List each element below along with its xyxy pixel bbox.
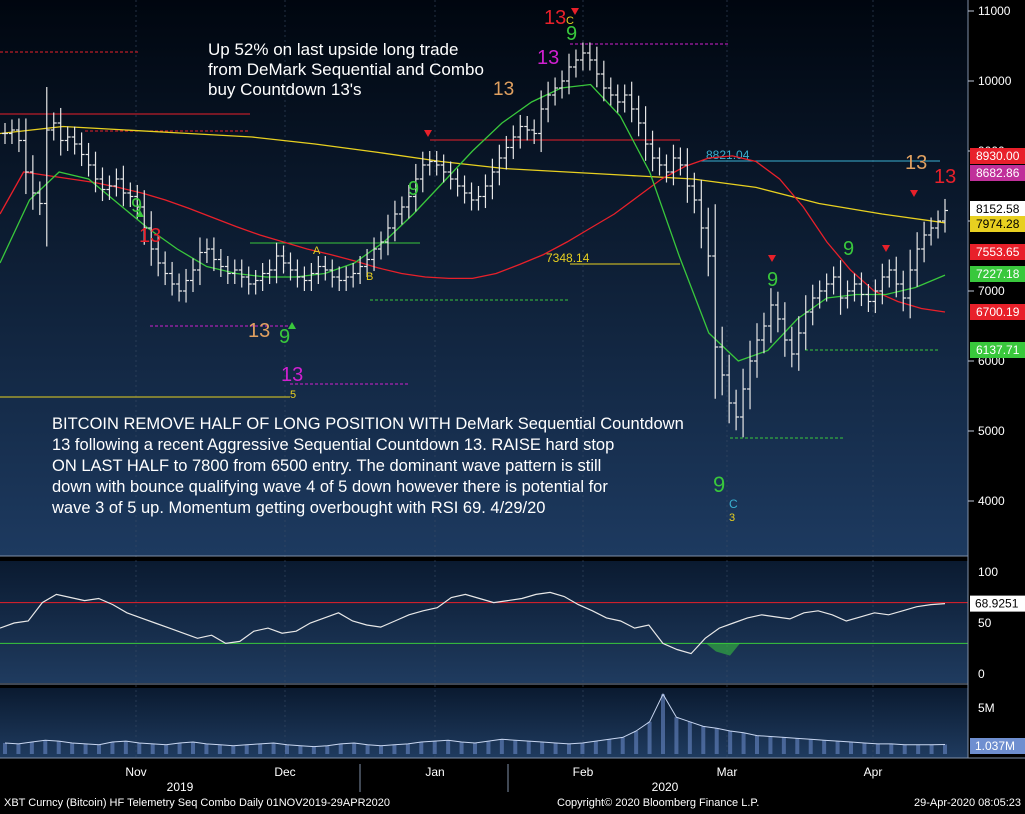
sequential-mark-0: 13 <box>544 7 566 29</box>
ma-yellow <box>0 125 946 224</box>
rsi-oversold-fill <box>706 643 740 656</box>
rsi-tick-label-2: 100 <box>978 565 998 579</box>
sequential-mark-6: 9 <box>279 326 290 348</box>
ma-red <box>0 155 946 313</box>
annotation-top: Up 52% on last upside long trade from De… <box>208 40 484 99</box>
price-tag-bg-5 <box>970 266 1025 282</box>
sequential-mark-17: 13 <box>934 166 956 188</box>
price-tag-bg-2 <box>970 201 1025 217</box>
sequential-mark-18: A <box>313 245 321 257</box>
footer-copyright: Copyright© 2020 Bloomberg Finance L.P. <box>557 797 760 809</box>
price-tag-7: 6137.71 <box>976 343 1020 357</box>
x-month-label-4: Mar <box>717 765 738 779</box>
sequential-mark-13: 3 <box>729 512 735 524</box>
sequential-mark-1: 9 <box>566 23 577 45</box>
ma-green <box>0 83 946 362</box>
y-tick-label-3: 7000 <box>978 284 1005 298</box>
rsi-tag-bg <box>970 595 1025 612</box>
sequential-mark-5: 13 <box>248 320 270 342</box>
moving-averages <box>0 83 946 362</box>
price-tag-bg-6 <box>970 304 1025 320</box>
level-label-8821: 8821.04 <box>706 148 750 162</box>
sequential-mark-19: B <box>366 271 373 283</box>
rsi-line <box>0 591 946 655</box>
signal-arrow-0 <box>571 8 579 15</box>
sequential-mark-7: 13 <box>281 364 303 386</box>
vol-tick-label: 5M <box>978 701 995 715</box>
sequential-mark-3: 13 <box>537 47 559 69</box>
footer-left: XBT Curncy (Bitcoin) HF Telemetry Seq Co… <box>4 797 390 809</box>
x-month-label-2: Jan <box>425 765 444 779</box>
sequential-mark-14: 9 <box>767 269 778 291</box>
volume-panel-bg <box>0 688 968 758</box>
price-tag-bg-4 <box>970 244 1025 260</box>
vertical-grid <box>135 0 874 792</box>
axes: 4000500060007000800090001000011000050100… <box>0 0 1025 794</box>
price-tag-4: 7553.65 <box>976 245 1020 259</box>
signal-arrow-6 <box>136 210 144 217</box>
sequential-mark-16: 13 <box>905 152 927 174</box>
price-panel-bg <box>0 0 968 556</box>
sequential-mark-2: C <box>566 15 574 27</box>
signal-arrow-5 <box>288 322 296 329</box>
sequential-mark-9: 9 <box>131 195 142 217</box>
vol-last-value: 1.037M <box>975 739 1015 753</box>
signal-arrow-4 <box>910 190 918 197</box>
price-tag-bg-7 <box>970 342 1025 358</box>
sequential-mark-11: 9 <box>713 472 725 497</box>
rsi-panel-bg <box>0 561 968 683</box>
signal-arrow-2 <box>768 255 776 262</box>
x-year-label-0: 2019 <box>167 780 194 794</box>
price-tag-3: 7974.28 <box>976 217 1020 231</box>
volume-panel <box>3 693 947 754</box>
y-tick-label-7: 11000 <box>978 4 1011 18</box>
price-tag-0: 8930.00 <box>976 149 1020 163</box>
signal-arrow-3 <box>882 245 890 252</box>
y-tick-label-6: 10000 <box>978 74 1012 88</box>
price-bars <box>2 42 948 438</box>
volume-line <box>4 693 946 748</box>
price-tag-5: 7227.18 <box>976 267 1020 281</box>
price-tag-6: 6700.19 <box>976 305 1020 319</box>
price-tag-bg-3 <box>970 216 1025 232</box>
level-lines: 8821.04 7348.14 <box>0 43 940 439</box>
rsi-tick-label-1: 50 <box>978 616 992 630</box>
vol-tag-bg <box>970 738 1025 754</box>
rsi-tick-label-0: 0 <box>978 667 985 681</box>
y-tick-label-0: 4000 <box>978 494 1005 508</box>
rsi-last-value: 68.9251 <box>975 597 1019 611</box>
price-tag-bg-0 <box>970 148 1025 164</box>
price-tag-bg-1 <box>970 165 1025 181</box>
x-month-label-5: Apr <box>864 765 883 779</box>
annotation-bottom: BITCOIN REMOVE HALF OF LONG POSITION WIT… <box>52 415 684 517</box>
price-tag-1: 8682.86 <box>976 166 1020 180</box>
sequential-mark-8: 13 <box>139 225 161 247</box>
x-month-label-0: Nov <box>125 765 146 779</box>
sequential-mark-15: 9 <box>843 238 854 260</box>
sequential-mark-20: 5 <box>290 389 296 401</box>
sequential-mark-10: 9 <box>408 178 419 200</box>
x-year-label-1: 2020 <box>652 780 679 794</box>
footer-timestamp: 29-Apr-2020 08:05:23 <box>913 797 1021 809</box>
sequential-mark-12: C <box>729 497 738 511</box>
y-tick-label-1: 5000 <box>978 424 1005 438</box>
x-month-label-3: Feb <box>573 765 594 779</box>
price-tag-2: 8152.58 <box>976 202 1020 216</box>
sequential-mark-4: 13 <box>493 79 514 100</box>
signal-arrow-1 <box>424 130 432 137</box>
rsi-panel <box>0 591 968 656</box>
x-month-label-1: Dec <box>274 765 295 779</box>
level-label-7348: 7348.14 <box>546 251 590 265</box>
